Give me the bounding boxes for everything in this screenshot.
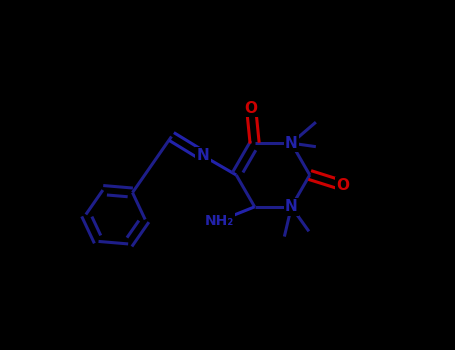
Text: O: O xyxy=(337,178,349,193)
Text: O: O xyxy=(245,101,258,116)
Text: N: N xyxy=(285,199,298,214)
Text: NH₂: NH₂ xyxy=(205,214,234,228)
Text: N: N xyxy=(197,148,209,163)
Text: N: N xyxy=(285,136,298,150)
